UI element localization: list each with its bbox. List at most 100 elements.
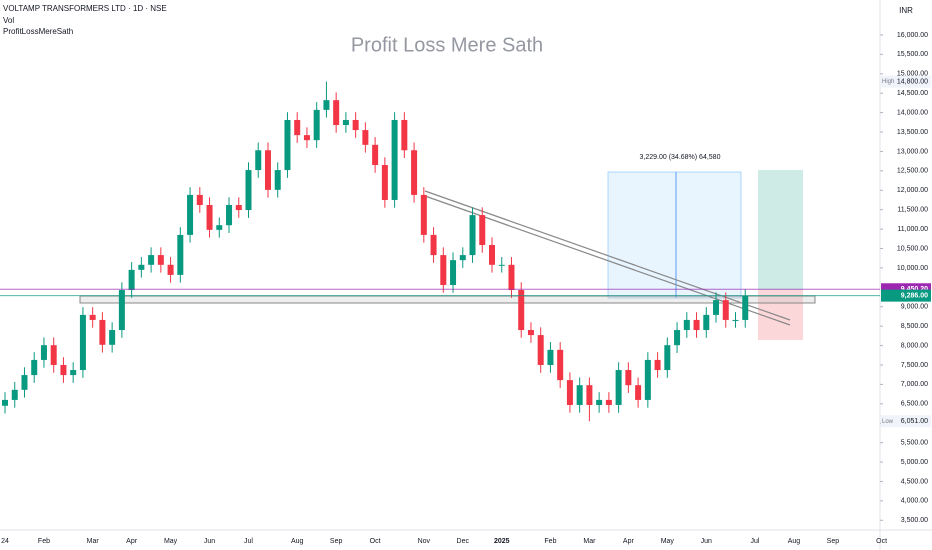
candle-body bbox=[411, 150, 418, 195]
long-target bbox=[758, 170, 803, 290]
candle-body bbox=[703, 314, 710, 331]
candle-body bbox=[89, 314, 96, 320]
y-tick-label: 13,000.00 bbox=[897, 148, 928, 155]
candle-body bbox=[566, 380, 573, 405]
x-tick-label: Nov bbox=[418, 538, 431, 545]
candle-body bbox=[557, 349, 564, 381]
x-tick-label: Jun bbox=[701, 538, 712, 545]
candle-body bbox=[596, 399, 603, 405]
candle-body bbox=[459, 255, 466, 261]
candle-body bbox=[498, 264, 505, 266]
x-tick-label: Apr bbox=[623, 538, 635, 545]
candle-body bbox=[713, 300, 720, 315]
y-tick-label: 14,500.00 bbox=[897, 90, 928, 97]
candle-body bbox=[508, 264, 515, 291]
y-tick-label: 11,500.00 bbox=[897, 207, 928, 214]
x-tick-label: Dec bbox=[457, 538, 470, 545]
currency: INR bbox=[899, 6, 913, 15]
candle-body bbox=[372, 144, 379, 166]
measure-label: 3,229.00 (34.68%) 64,580 bbox=[640, 154, 721, 161]
trend-line bbox=[424, 190, 791, 321]
candle-body bbox=[313, 109, 320, 141]
candle-body bbox=[742, 295, 749, 320]
marker-value: 14,800.00 bbox=[897, 78, 928, 85]
candle-body bbox=[469, 215, 476, 256]
candle-body bbox=[527, 330, 534, 336]
y-tick-label: 5,000.00 bbox=[901, 459, 928, 466]
candle-body bbox=[196, 194, 203, 206]
candle-body bbox=[284, 119, 291, 171]
candle-body bbox=[401, 119, 408, 151]
candle-body bbox=[518, 290, 525, 331]
candle-body bbox=[118, 290, 125, 331]
candle-body bbox=[479, 215, 486, 246]
candle-body bbox=[430, 234, 437, 256]
marker-box bbox=[881, 415, 931, 428]
candle-body bbox=[148, 255, 155, 265]
candle-body bbox=[79, 314, 86, 371]
candle-body bbox=[50, 345, 57, 365]
y-tick-label: 8,500.00 bbox=[901, 323, 928, 330]
candle-body bbox=[537, 335, 544, 365]
y-tick-label: 15,000.00 bbox=[897, 71, 928, 78]
candle-body bbox=[586, 385, 593, 405]
candle-body bbox=[70, 370, 77, 376]
y-tick-label: 11,000.00 bbox=[897, 226, 928, 233]
candle-body bbox=[303, 135, 310, 141]
candle-body bbox=[264, 150, 271, 190]
x-tick-label: Oct bbox=[876, 538, 887, 545]
x-tick-label: Mar bbox=[87, 538, 100, 545]
candle-body bbox=[605, 399, 612, 405]
candle-body bbox=[722, 300, 729, 320]
marker-box bbox=[881, 75, 931, 88]
x-tick-label: Mar bbox=[583, 538, 596, 545]
candle-body bbox=[167, 264, 174, 275]
candle-body bbox=[226, 205, 233, 226]
candle-body bbox=[615, 370, 622, 405]
y-tick-label: 10,500.00 bbox=[897, 245, 928, 252]
candle-body bbox=[109, 330, 116, 345]
x-tick-label: Jun bbox=[204, 538, 215, 545]
y-tick-label: 13,500.00 bbox=[897, 129, 928, 136]
x-tick-label: 2025 bbox=[494, 538, 510, 545]
x-tick-label: May bbox=[661, 538, 675, 545]
y-tick-label: 16,000.00 bbox=[897, 32, 928, 39]
x-tick-label: Apr bbox=[126, 538, 138, 545]
candle-body bbox=[216, 225, 223, 230]
candle-body bbox=[576, 385, 583, 405]
candle-body bbox=[732, 319, 739, 321]
y-tick-label: 14,000.00 bbox=[897, 109, 928, 116]
candle-body bbox=[547, 349, 554, 365]
candle-body bbox=[420, 194, 427, 235]
candle-body bbox=[31, 359, 38, 376]
candle-body bbox=[40, 345, 47, 360]
candle-body bbox=[138, 264, 145, 270]
measure-box bbox=[607, 171, 742, 299]
candle-body bbox=[352, 119, 359, 131]
candle-body bbox=[21, 375, 28, 390]
candle-body bbox=[187, 194, 194, 235]
candle-body bbox=[654, 359, 661, 371]
y-tick-label: 3,500.00 bbox=[901, 517, 928, 524]
candle-body bbox=[489, 245, 495, 265]
y-tick-label: 7,500.00 bbox=[901, 362, 928, 369]
marker-value: 6,051.00 bbox=[901, 418, 928, 425]
candle-body bbox=[391, 119, 398, 200]
long-stop bbox=[758, 290, 803, 340]
y-tick-label: 7,000.00 bbox=[901, 381, 928, 388]
candle-body bbox=[177, 234, 184, 275]
x-tick-label: Feb bbox=[38, 538, 50, 545]
candle-body bbox=[333, 100, 340, 126]
x-tick-label: Jul bbox=[244, 538, 253, 545]
candle-body bbox=[342, 119, 349, 126]
chart-title: Profit Loss Mere Sath bbox=[351, 34, 543, 56]
candle-body bbox=[664, 345, 671, 371]
candle-body bbox=[294, 119, 301, 136]
candle-body bbox=[128, 269, 135, 291]
y-tick-label: 8,000.00 bbox=[901, 342, 928, 349]
candle-body bbox=[2, 399, 8, 406]
x-tick-label: Sep bbox=[827, 538, 840, 545]
candle-body bbox=[60, 364, 67, 376]
candle-body bbox=[644, 359, 651, 400]
